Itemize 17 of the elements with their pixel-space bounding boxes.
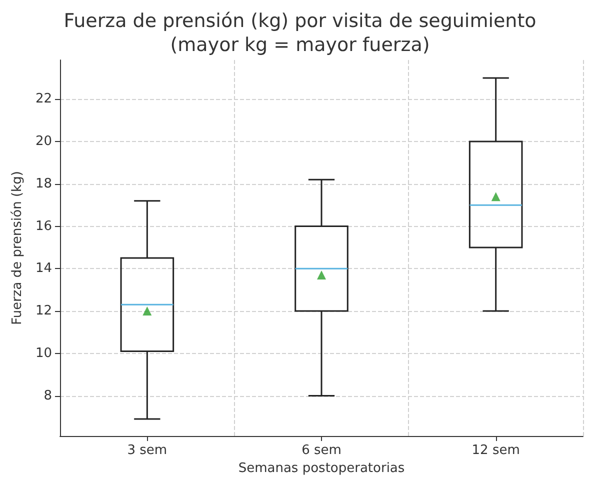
y-tick-label: 12 (35, 304, 52, 319)
x-tick-label: 6 sem (302, 443, 342, 458)
y-tick-label: 8 (44, 388, 52, 404)
x-tick-label: 3 sem (127, 443, 168, 458)
y-axis-title: Fuerza de prensión (kg) (10, 171, 25, 325)
point (317, 270, 326, 280)
x-tick-label: 12 sem (472, 443, 520, 458)
x-axis-title: Semanas postoperatorias (238, 461, 405, 476)
y-tick-label: 18 (35, 176, 52, 192)
chart-title: Fuerza de prensión (kg) por visita de seguimiento (mayor kg = mayor fuerza) (64, 10, 536, 56)
y-tick-label: 14 (35, 261, 52, 276)
y-tick-label: 22 (35, 92, 52, 107)
y-tick-label: 16 (35, 218, 52, 234)
point (142, 306, 152, 316)
y-tick-label: 20 (35, 134, 52, 150)
point (491, 192, 500, 202)
y-tick-label: 10 (35, 346, 52, 361)
